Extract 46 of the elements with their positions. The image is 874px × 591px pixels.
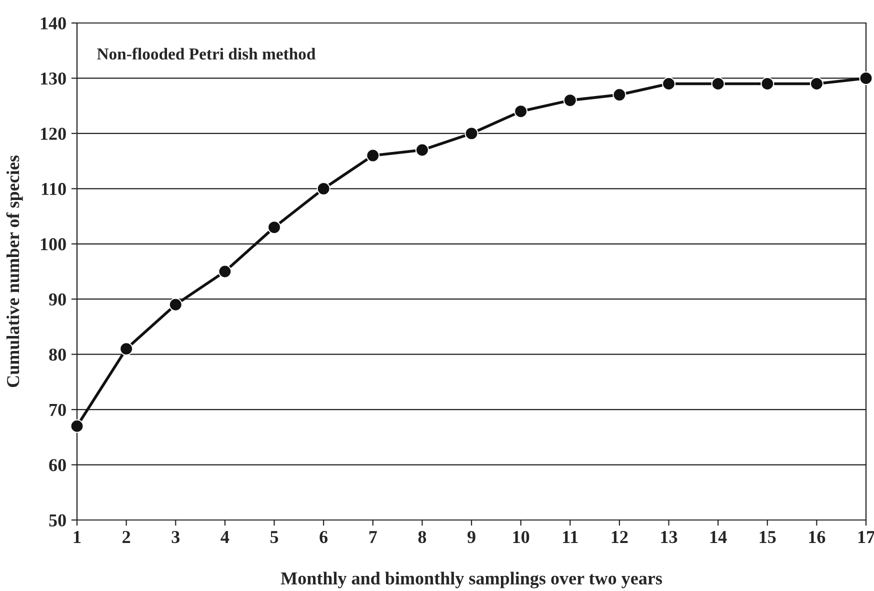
point bbox=[662, 76, 676, 91]
x-tick-label: 2 bbox=[122, 530, 130, 543]
x-tick-label: 1 bbox=[74, 531, 81, 543]
point bbox=[120, 342, 134, 356]
x-tick-label: 16 bbox=[809, 530, 826, 544]
x-tick-label: 9 bbox=[467, 530, 476, 544]
x-tick-label: 6 bbox=[320, 530, 328, 544]
x-tick-label: 15 bbox=[760, 531, 776, 544]
y-tick-label: 80 bbox=[49, 348, 66, 361]
annotation: Non-flooded Petri dish method bbox=[97, 48, 316, 60]
y-tick-label: 110 bbox=[42, 182, 66, 196]
x-tick-label: 4 bbox=[220, 531, 230, 543]
point bbox=[316, 182, 330, 196]
point bbox=[70, 419, 84, 433]
point bbox=[859, 71, 873, 85]
y-tick-label: 50 bbox=[49, 514, 66, 526]
x-tick-label: 3 bbox=[172, 530, 180, 544]
y-tick-label: 100 bbox=[40, 238, 66, 250]
point bbox=[366, 148, 380, 162]
point bbox=[563, 94, 577, 108]
point bbox=[464, 126, 478, 140]
x-tick-label: 11 bbox=[563, 531, 578, 543]
x-tick-label: 14 bbox=[710, 531, 727, 543]
x-tick-label: 5 bbox=[270, 531, 278, 544]
y-tick-label: 90 bbox=[49, 293, 66, 306]
y-axis-title: Cumulative number of species bbox=[6, 155, 23, 388]
point bbox=[760, 76, 774, 91]
point bbox=[711, 76, 725, 91]
x-tick-label: 13 bbox=[661, 530, 678, 544]
x-tick-label: 8 bbox=[418, 530, 426, 544]
y-tick-label: 120 bbox=[40, 128, 66, 140]
y-tick-label: 70 bbox=[50, 404, 66, 416]
y-tick-label: 60 bbox=[49, 459, 66, 472]
x-tick-label: 10 bbox=[513, 530, 530, 544]
y-tick-label: 130 bbox=[40, 72, 66, 85]
point bbox=[267, 220, 282, 234]
x-axis-title: Monthly and bimonthly samplings over two years bbox=[280, 572, 662, 588]
point bbox=[810, 76, 824, 91]
x-tick-label: 12 bbox=[612, 530, 628, 543]
point bbox=[168, 298, 182, 312]
point bbox=[612, 88, 626, 102]
point bbox=[415, 143, 429, 157]
y-tick-label: 140 bbox=[40, 17, 66, 30]
point bbox=[514, 104, 528, 118]
x-tick-label: 7 bbox=[369, 531, 377, 543]
point bbox=[218, 264, 232, 278]
